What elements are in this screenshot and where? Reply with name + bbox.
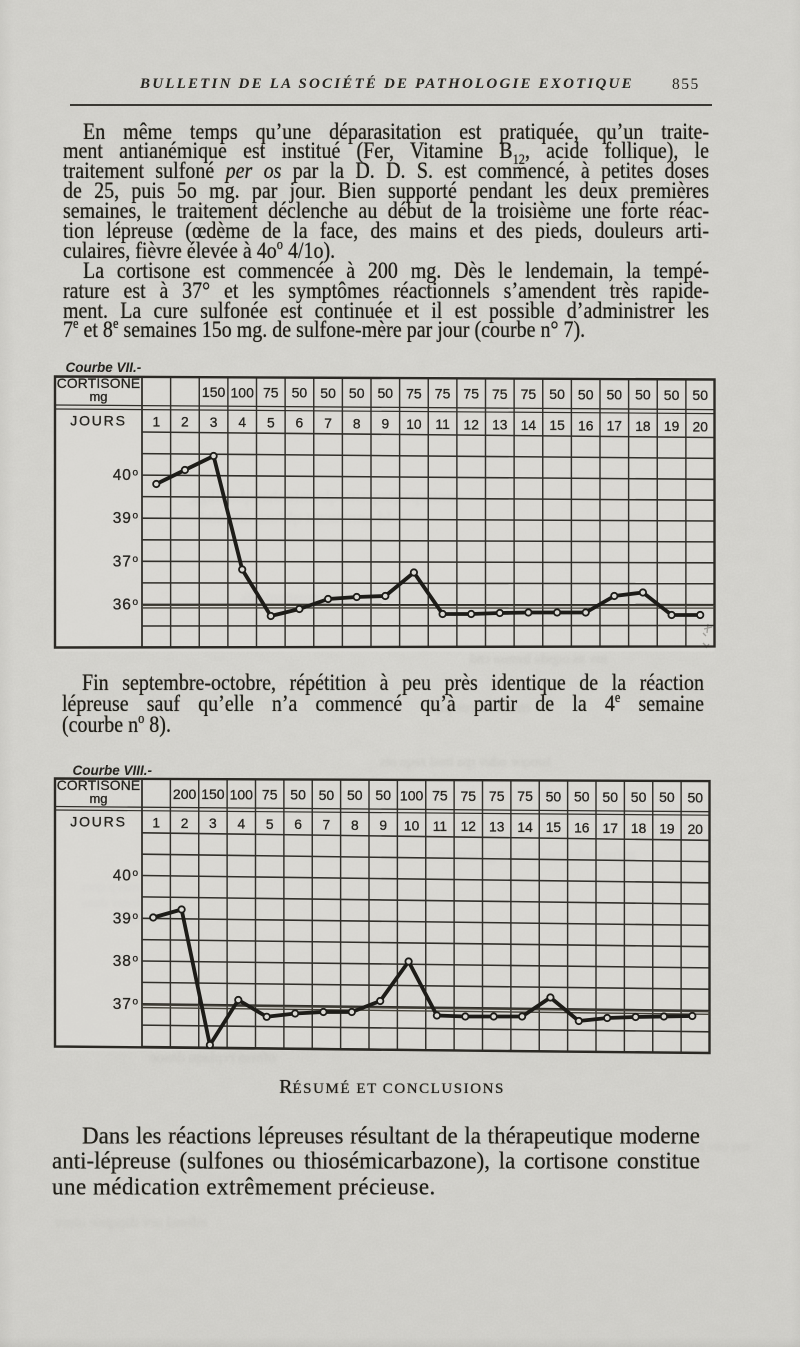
svg-text:37o: 37o xyxy=(113,553,139,570)
svg-text:8: 8 xyxy=(353,416,361,431)
svg-text:36o: 36o xyxy=(113,596,139,613)
svg-text:50: 50 xyxy=(375,787,391,803)
svg-text:50: 50 xyxy=(607,387,623,403)
svg-text:75: 75 xyxy=(517,788,533,804)
svg-text:3: 3 xyxy=(209,816,217,831)
svg-text:1: 1 xyxy=(152,414,160,429)
svg-text:75: 75 xyxy=(461,788,477,804)
svg-text:39o: 39o xyxy=(113,510,139,527)
svg-text:40o: 40o xyxy=(113,868,139,885)
svg-text:10: 10 xyxy=(406,417,422,432)
svg-text:JOURS: JOURS xyxy=(70,413,126,429)
svg-text:15: 15 xyxy=(546,820,562,835)
svg-text:50: 50 xyxy=(631,789,647,805)
svg-text:13: 13 xyxy=(489,820,505,835)
svg-text:50: 50 xyxy=(602,789,618,805)
svg-text:4: 4 xyxy=(237,817,245,832)
svg-text:13: 13 xyxy=(492,418,508,433)
svg-text:12: 12 xyxy=(464,417,479,432)
svg-text:40o: 40o xyxy=(113,467,139,484)
svg-text:16: 16 xyxy=(574,821,590,836)
svg-text:50: 50 xyxy=(635,387,651,403)
svg-text:50: 50 xyxy=(292,385,308,401)
svg-text:19: 19 xyxy=(664,419,680,434)
svg-text:50: 50 xyxy=(659,789,675,805)
svg-text:50: 50 xyxy=(347,787,363,803)
svg-text:JOURS: JOURS xyxy=(70,813,126,829)
svg-text:50: 50 xyxy=(378,385,394,401)
svg-text:50: 50 xyxy=(320,385,336,401)
svg-text:3: 3 xyxy=(210,415,218,430)
svg-text:75: 75 xyxy=(435,386,451,402)
svg-text:50: 50 xyxy=(546,788,562,804)
svg-text:37o: 37o xyxy=(113,996,139,1013)
svg-text:12: 12 xyxy=(461,819,476,834)
svg-text:75: 75 xyxy=(406,385,422,401)
svg-text:50: 50 xyxy=(290,787,306,803)
svg-text:20: 20 xyxy=(688,822,704,837)
svg-text:50: 50 xyxy=(664,387,680,403)
svg-text:75: 75 xyxy=(521,386,537,402)
svg-text:1: 1 xyxy=(152,816,160,831)
svg-text:9: 9 xyxy=(379,818,387,833)
svg-text:11: 11 xyxy=(435,417,449,432)
svg-text:8: 8 xyxy=(351,818,359,833)
svg-text:50: 50 xyxy=(319,787,335,803)
svg-text:50: 50 xyxy=(692,387,708,403)
svg-text:6: 6 xyxy=(296,416,304,431)
svg-text:19: 19 xyxy=(659,822,675,837)
svg-text:CORTISONE: CORTISONE xyxy=(57,778,141,793)
svg-text:50: 50 xyxy=(574,789,590,805)
svg-text:CORTISONE: CORTISONE xyxy=(57,376,141,391)
svg-text:38o: 38o xyxy=(113,953,139,970)
svg-text:50: 50 xyxy=(578,386,594,402)
svg-text:10: 10 xyxy=(404,819,420,834)
svg-text:18: 18 xyxy=(631,821,647,836)
svg-text:75: 75 xyxy=(463,386,479,402)
svg-text:100: 100 xyxy=(230,786,254,802)
svg-text:15: 15 xyxy=(549,418,565,433)
svg-text:5: 5 xyxy=(266,817,274,832)
svg-text:75: 75 xyxy=(262,787,278,803)
svg-text:mg: mg xyxy=(89,389,107,404)
svg-text:50: 50 xyxy=(688,789,704,805)
svg-text:75: 75 xyxy=(432,788,448,804)
svg-text:17: 17 xyxy=(607,419,622,434)
svg-text:14: 14 xyxy=(521,418,537,433)
svg-text:150: 150 xyxy=(202,384,226,400)
svg-text:mg: mg xyxy=(89,791,107,806)
svg-text:7: 7 xyxy=(323,818,331,833)
svg-text:11: 11 xyxy=(433,819,447,834)
svg-text:5: 5 xyxy=(267,416,275,431)
svg-text:39o: 39o xyxy=(113,910,139,927)
svg-text:2: 2 xyxy=(181,415,189,430)
svg-text:200: 200 xyxy=(173,786,197,802)
svg-text:100: 100 xyxy=(231,384,255,400)
svg-text:16: 16 xyxy=(578,418,594,433)
svg-text:50: 50 xyxy=(349,385,365,401)
svg-text:18: 18 xyxy=(635,419,651,434)
svg-text:20: 20 xyxy=(693,419,709,434)
svg-text:150: 150 xyxy=(201,786,225,802)
svg-text:6: 6 xyxy=(294,817,302,832)
svg-text:100: 100 xyxy=(400,787,424,803)
svg-text:75: 75 xyxy=(492,386,508,402)
svg-text:7: 7 xyxy=(324,416,332,431)
svg-text:9: 9 xyxy=(381,417,389,432)
svg-text:14: 14 xyxy=(517,820,533,835)
svg-text:50: 50 xyxy=(549,386,565,402)
svg-text:75: 75 xyxy=(263,385,279,401)
svg-text:17: 17 xyxy=(603,821,618,836)
svg-text:75: 75 xyxy=(489,788,505,804)
svg-text:4: 4 xyxy=(238,415,246,430)
svg-text:2: 2 xyxy=(181,816,189,831)
